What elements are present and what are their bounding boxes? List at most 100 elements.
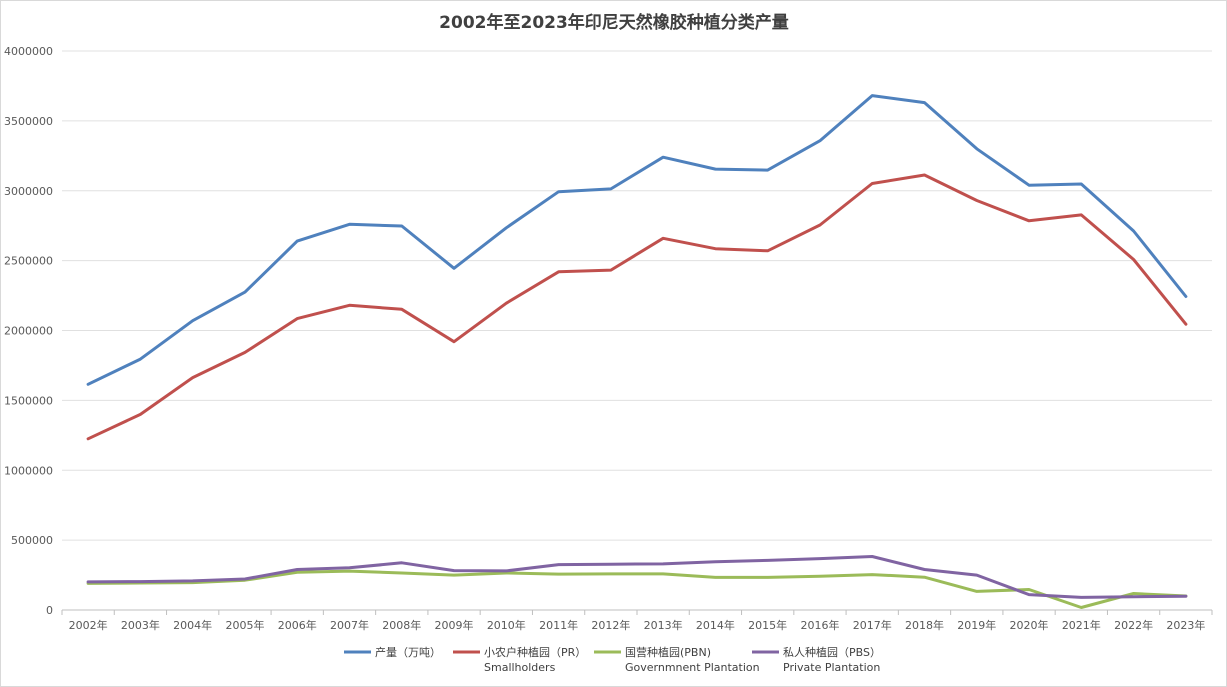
x-tick-label: 2013年 xyxy=(644,618,683,632)
data-point xyxy=(86,382,90,386)
data-point xyxy=(870,181,874,185)
data-point xyxy=(661,562,665,566)
data-point xyxy=(191,319,195,323)
data-point xyxy=(766,575,770,579)
x-tick-label: 2022年 xyxy=(1114,618,1153,632)
legend-item-3: 国营种植园(PBN) Governmnent Plantation xyxy=(594,645,760,674)
x-tick-label: 2016年 xyxy=(800,618,839,632)
data-point xyxy=(975,199,979,203)
data-point xyxy=(818,557,822,561)
data-point xyxy=(609,562,613,566)
x-tick-label: 2023年 xyxy=(1166,618,1205,632)
data-point xyxy=(923,567,927,571)
legend-sublabel: Governmnent Plantation xyxy=(625,661,760,674)
data-point xyxy=(713,247,717,251)
data-point xyxy=(975,589,979,593)
data-point xyxy=(766,558,770,562)
data-point xyxy=(975,147,979,151)
data-point xyxy=(86,437,90,441)
data-point xyxy=(452,266,456,270)
series-line-1 xyxy=(86,94,1188,386)
data-point xyxy=(557,563,561,567)
y-tick-label: 4000000 xyxy=(4,45,53,58)
data-point xyxy=(975,573,979,577)
x-tick-label: 2018年 xyxy=(905,618,944,632)
series-line-2 xyxy=(86,173,1188,441)
x-tick-label: 2021年 xyxy=(1062,618,1101,632)
data-point xyxy=(1079,213,1083,217)
x-tick-label: 2019年 xyxy=(957,618,996,632)
data-point xyxy=(713,560,717,564)
data-point xyxy=(713,167,717,171)
data-point xyxy=(400,561,404,565)
legend-item-2: 小农户种植园（PR） Smallholders xyxy=(453,645,586,674)
data-point xyxy=(138,580,142,584)
data-point xyxy=(295,317,299,321)
data-point xyxy=(609,572,613,576)
x-tick-label: 2009年 xyxy=(435,618,474,632)
data-point xyxy=(86,580,90,584)
data-point xyxy=(452,569,456,573)
chart-title: 2002年至2023年印尼天然橡胶种植分类产量 xyxy=(439,12,789,33)
data-point xyxy=(923,173,927,177)
data-point xyxy=(295,567,299,571)
data-point xyxy=(557,190,561,194)
series-line-4 xyxy=(86,555,1188,599)
data-point xyxy=(870,94,874,98)
y-tick-label: 0 xyxy=(46,604,53,617)
x-tick-label: 2010年 xyxy=(487,618,526,632)
data-point xyxy=(1079,182,1083,186)
legend-sublabel: Private Plantation xyxy=(783,661,880,674)
x-tick-label: 2003年 xyxy=(121,618,160,632)
data-point xyxy=(348,222,352,226)
data-point xyxy=(452,340,456,344)
y-tick-label: 500000 xyxy=(11,534,53,547)
x-tick-label: 2004年 xyxy=(173,618,212,632)
data-point xyxy=(557,270,561,274)
data-point xyxy=(818,574,822,578)
data-point xyxy=(1132,595,1136,599)
data-point xyxy=(713,575,717,579)
data-point xyxy=(243,577,247,581)
x-tick-label: 2011年 xyxy=(539,618,578,632)
data-point xyxy=(609,187,613,191)
data-point xyxy=(766,249,770,253)
y-tick-label: 1000000 xyxy=(4,464,53,477)
data-point xyxy=(870,554,874,558)
data-point xyxy=(1184,322,1188,326)
data-point xyxy=(243,350,247,354)
data-point xyxy=(191,376,195,380)
data-point xyxy=(191,579,195,583)
data-point xyxy=(661,572,665,576)
data-point xyxy=(348,566,352,570)
data-point xyxy=(1184,594,1188,598)
data-point xyxy=(818,223,822,227)
x-tick-label: 2012年 xyxy=(591,618,630,632)
legend-item-4: 私人种植园（PBS） Private Plantation xyxy=(752,645,881,674)
data-point xyxy=(400,307,404,311)
data-point xyxy=(1132,258,1136,262)
legend-label: 产量（万吨） xyxy=(375,645,441,659)
data-point xyxy=(138,412,142,416)
data-point xyxy=(923,575,927,579)
data-point xyxy=(1079,595,1083,599)
x-tick-label: 2005年 xyxy=(225,618,264,632)
x-tick-label: 2002年 xyxy=(69,618,108,632)
data-point xyxy=(348,303,352,307)
data-point xyxy=(138,357,142,361)
x-tick-label: 2007年 xyxy=(330,618,369,632)
data-point xyxy=(870,573,874,577)
data-point xyxy=(504,569,508,573)
data-point xyxy=(661,236,665,240)
data-point xyxy=(504,301,508,305)
data-point xyxy=(504,226,508,230)
y-tick-label: 2500000 xyxy=(4,255,53,268)
y-tick-label: 3000000 xyxy=(4,185,53,198)
legend-sublabel: Smallholders xyxy=(484,661,556,674)
x-tick-label: 2006年 xyxy=(278,618,317,632)
legend-label: 私人种植园（PBS） xyxy=(783,645,881,659)
data-point xyxy=(766,168,770,172)
data-point xyxy=(818,139,822,143)
